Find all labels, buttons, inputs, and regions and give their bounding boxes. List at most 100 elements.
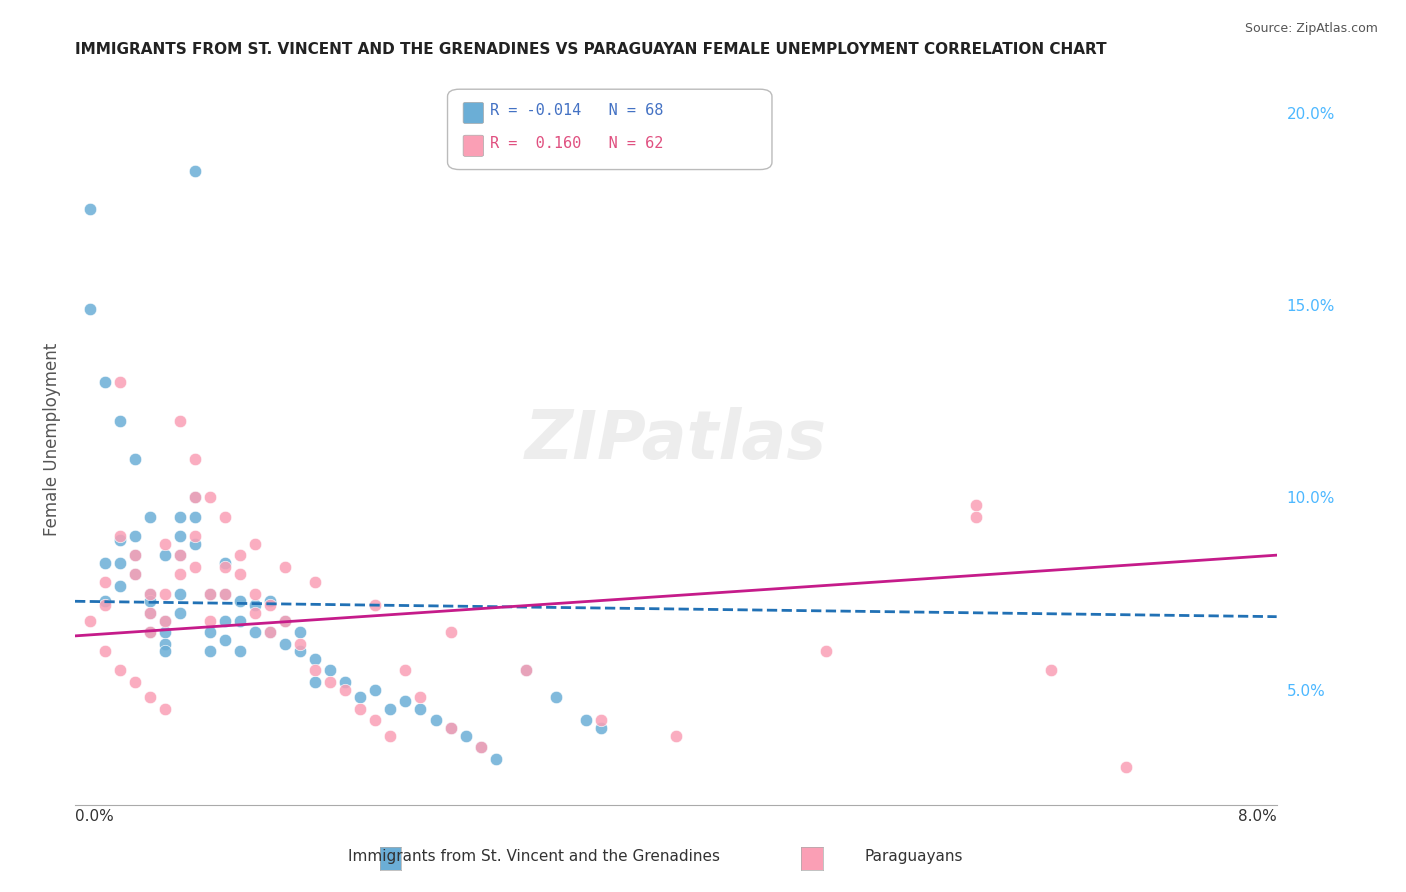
Point <box>94 644 117 658</box>
Point <box>425 714 447 728</box>
Point <box>274 614 297 628</box>
Point <box>198 625 221 640</box>
Text: 0.0%: 0.0% <box>75 809 114 823</box>
Text: Immigrants from St. Vincent and the Grenadines: Immigrants from St. Vincent and the Gren… <box>349 849 720 863</box>
Point <box>245 586 267 600</box>
Point <box>108 556 131 570</box>
Point <box>184 491 207 505</box>
Text: R =  0.160   N = 62: R = 0.160 N = 62 <box>489 136 664 151</box>
Point <box>229 567 252 582</box>
Point <box>139 625 162 640</box>
Point <box>214 556 236 570</box>
Point <box>364 598 387 612</box>
FancyBboxPatch shape <box>447 89 772 169</box>
Point <box>304 652 326 666</box>
Point <box>139 606 162 620</box>
Point <box>153 614 176 628</box>
Point <box>124 567 146 582</box>
Point <box>79 302 101 317</box>
Point <box>335 682 357 697</box>
Point <box>409 702 432 716</box>
Point <box>108 414 131 428</box>
Point <box>575 714 598 728</box>
Point <box>169 529 191 543</box>
Point <box>364 714 387 728</box>
Point <box>409 690 432 705</box>
Point <box>274 559 297 574</box>
Point <box>169 567 191 582</box>
Point <box>108 533 131 547</box>
Point <box>153 636 176 650</box>
Point <box>94 598 117 612</box>
Point <box>214 586 236 600</box>
Point <box>815 644 838 658</box>
Point <box>139 594 162 608</box>
Point <box>1115 759 1137 773</box>
Point <box>290 636 312 650</box>
Point <box>965 498 987 512</box>
Point <box>394 694 416 708</box>
Point <box>94 575 117 590</box>
Point <box>335 675 357 690</box>
Point <box>364 682 387 697</box>
Point <box>153 702 176 716</box>
Point <box>439 625 461 640</box>
Point <box>470 740 492 755</box>
Point <box>184 491 207 505</box>
Point <box>108 579 131 593</box>
Point <box>94 556 117 570</box>
Point <box>79 202 101 216</box>
Point <box>380 702 402 716</box>
Point <box>124 567 146 582</box>
Point <box>229 614 252 628</box>
Point <box>139 625 162 640</box>
Point <box>229 548 252 562</box>
Point <box>319 675 342 690</box>
Point <box>184 509 207 524</box>
Point <box>245 625 267 640</box>
Point <box>108 375 131 389</box>
Point <box>439 721 461 735</box>
Point <box>304 675 326 690</box>
Point <box>169 606 191 620</box>
Point <box>484 752 506 766</box>
Point <box>259 598 281 612</box>
Point <box>169 414 191 428</box>
Point <box>108 529 131 543</box>
Point <box>169 586 191 600</box>
Point <box>153 625 176 640</box>
Point <box>79 614 101 628</box>
Point <box>589 721 612 735</box>
Point <box>589 714 612 728</box>
Text: IMMIGRANTS FROM ST. VINCENT AND THE GRENADINES VS PARAGUAYAN FEMALE UNEMPLOYMENT: IMMIGRANTS FROM ST. VINCENT AND THE GREN… <box>75 42 1107 57</box>
Point <box>214 614 236 628</box>
Text: Source: ZipAtlas.com: Source: ZipAtlas.com <box>1244 22 1378 36</box>
Point <box>139 509 162 524</box>
Point <box>259 625 281 640</box>
FancyBboxPatch shape <box>463 136 484 156</box>
Point <box>544 690 567 705</box>
Point <box>454 729 477 743</box>
Point <box>184 163 207 178</box>
Point <box>229 594 252 608</box>
Point <box>304 664 326 678</box>
Point <box>214 559 236 574</box>
Point <box>124 452 146 467</box>
Point <box>214 586 236 600</box>
Point <box>274 614 297 628</box>
Point <box>349 702 371 716</box>
Point <box>245 606 267 620</box>
Point <box>665 729 688 743</box>
Text: Paraguayans: Paraguayans <box>865 849 963 863</box>
Text: 8.0%: 8.0% <box>1237 809 1277 823</box>
Point <box>139 586 162 600</box>
Point <box>439 721 461 735</box>
Point <box>198 586 221 600</box>
Point <box>198 644 221 658</box>
Point <box>245 536 267 550</box>
Point <box>184 536 207 550</box>
Point <box>198 491 221 505</box>
Point <box>153 644 176 658</box>
Point <box>139 606 162 620</box>
Point <box>124 529 146 543</box>
